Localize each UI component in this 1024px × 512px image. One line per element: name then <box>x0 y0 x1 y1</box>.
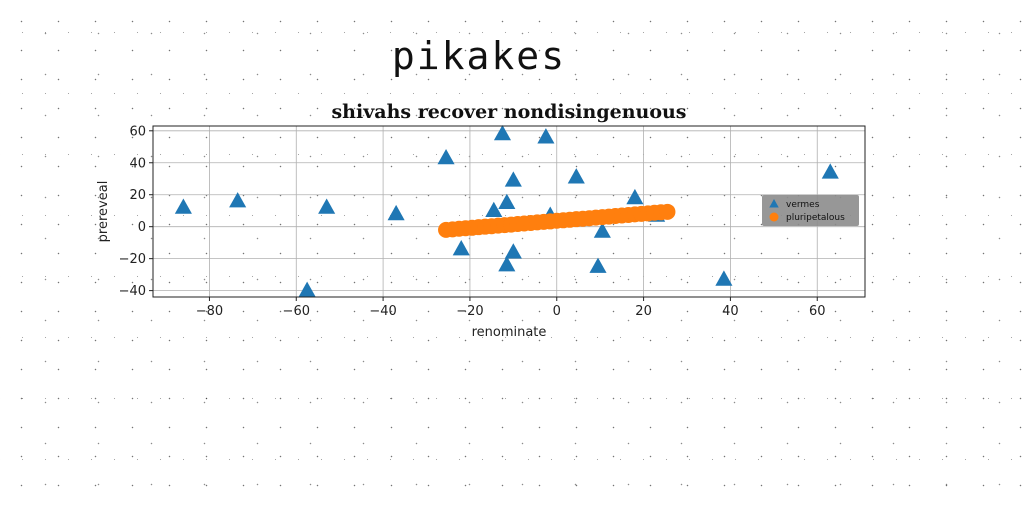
data-point-vermes <box>504 243 522 259</box>
x-tick-label: −60 <box>283 304 310 319</box>
legend-label-pluripetalous: pluripetalous <box>786 213 845 223</box>
chart-title: shivahs recover nondisingenuous <box>331 101 686 123</box>
x-tick-label: 20 <box>635 304 652 319</box>
data-point-vermes <box>498 256 516 272</box>
data-point-vermes <box>498 193 516 210</box>
legend: vermes pluripetalous <box>762 195 859 226</box>
data-point-vermes <box>298 281 316 297</box>
y-tick-label: 60 <box>129 124 146 139</box>
series-layer <box>174 124 839 297</box>
x-axis-label: renominate <box>472 325 547 340</box>
x-tick-label: 60 <box>809 304 826 319</box>
plot-frame <box>152 125 866 298</box>
y-axis-ticks: −40 −20 0 20 40 60 <box>119 124 153 299</box>
data-point-vermes <box>318 198 336 214</box>
data-point-vermes <box>387 204 405 221</box>
legend-marker-pluripetalous <box>769 212 779 222</box>
legend-marker-vermes <box>769 199 779 208</box>
y-axis-label: prereveal <box>96 181 111 243</box>
data-point-vermes <box>626 188 644 205</box>
data-point-vermes <box>537 128 555 144</box>
series-vermes <box>174 124 839 297</box>
data-point-vermes <box>715 270 733 286</box>
data-point-vermes <box>174 198 192 214</box>
data-point-vermes <box>229 192 247 208</box>
y-tick-label: 20 <box>129 188 146 203</box>
data-point-vermes <box>452 240 470 256</box>
x-axis-ticks: −80 −60 −40 −20 0 20 40 60 <box>196 297 826 319</box>
x-tick-label: −40 <box>369 304 396 319</box>
x-tick-label: 40 <box>722 304 739 319</box>
y-tick-label: −20 <box>119 252 146 267</box>
x-tick-label: −20 <box>456 304 483 319</box>
y-tick-label: 40 <box>129 156 146 171</box>
y-tick-label: 0 <box>138 220 146 235</box>
x-tick-label: 0 <box>553 304 561 319</box>
grid-lines <box>153 126 865 297</box>
data-point-vermes <box>485 201 503 218</box>
x-tick-label: −80 <box>196 304 223 319</box>
y-tick-label: −40 <box>119 284 146 299</box>
data-point-vermes <box>593 222 611 238</box>
data-point-vermes <box>493 124 512 141</box>
data-point-vermes <box>567 168 585 184</box>
figure-suptitle: pikakes <box>391 34 567 78</box>
series-pluripetalous <box>438 203 676 238</box>
data-point-vermes <box>821 163 839 179</box>
legend-box <box>762 195 859 226</box>
data-point-vermes <box>437 148 455 165</box>
data-point-pluripetalous <box>659 203 676 220</box>
data-point-vermes <box>589 257 607 273</box>
data-point-vermes <box>504 171 522 187</box>
legend-label-vermes: vermes <box>786 200 820 210</box>
